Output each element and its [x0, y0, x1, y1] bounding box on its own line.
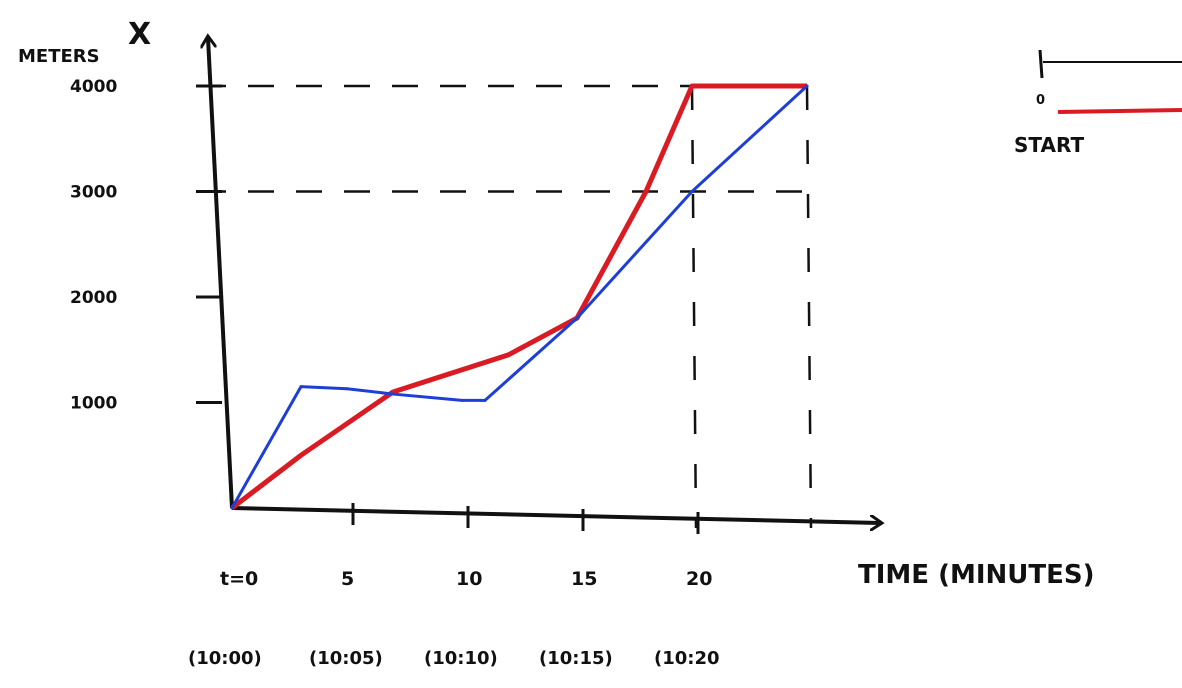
- side-panel: 0 START: [1014, 49, 1182, 157]
- track-line-red: [1057, 108, 1182, 114]
- blue-series-point: [299, 385, 303, 389]
- red-series-point: [299, 453, 303, 457]
- blue-series-point: [460, 398, 464, 402]
- x-tick-label: 15: [571, 568, 597, 590]
- red-series-point: [690, 84, 694, 88]
- x-clock-label: (10:20: [654, 648, 720, 669]
- y-tick-label: 2000: [70, 288, 117, 308]
- blue-series-point: [391, 392, 395, 396]
- x-tick-label: 5: [341, 568, 354, 590]
- blue-series-point: [575, 316, 579, 320]
- x-axis-title: TIME (MINUTES): [858, 560, 1095, 590]
- x-clock-label: (10:10): [424, 648, 498, 669]
- red-series-point: [506, 353, 510, 357]
- x-clock-label: (10:05): [309, 648, 383, 669]
- start-tick: [1038, 49, 1044, 79]
- x-tick-label: 20: [686, 568, 712, 590]
- blue-series-point: [805, 84, 809, 88]
- y-tick-label: 1000: [70, 394, 117, 414]
- x-axis-line: [231, 506, 880, 523]
- x-clock-label: (10:15): [539, 648, 613, 669]
- dashed-guide-lines: [200, 84, 815, 529]
- x-tick-label: t=0: [220, 568, 258, 590]
- x-tick-label: 10: [456, 568, 482, 590]
- zero-label: 0: [1036, 93, 1045, 108]
- data-series: [230, 83, 809, 510]
- start-label: START: [1014, 133, 1084, 157]
- red-series-line: [230, 83, 807, 510]
- y-tick-label: 4000: [70, 77, 117, 97]
- y-tick-label: 3000: [70, 183, 117, 203]
- blue-series-point: [345, 387, 349, 391]
- blue-series-point: [690, 190, 694, 193]
- y-axis-unit-label: METERS: [18, 46, 100, 67]
- blue-series-point: [230, 506, 234, 510]
- y-axis-variable-label: X: [128, 17, 151, 52]
- guide-vertical-20: [690, 85, 698, 529]
- red-series-point: [644, 190, 648, 193]
- axis-ticks: 1000 2000 3000 4000 t=0 (10:00) 5 (10:05) 10 (10:…: [70, 77, 720, 669]
- blue-series-point: [483, 398, 487, 402]
- y-axis-line: [208, 38, 234, 509]
- axes: [208, 38, 880, 523]
- x-clock-label: (10:00): [188, 648, 262, 669]
- guide-vertical-25: [805, 85, 813, 529]
